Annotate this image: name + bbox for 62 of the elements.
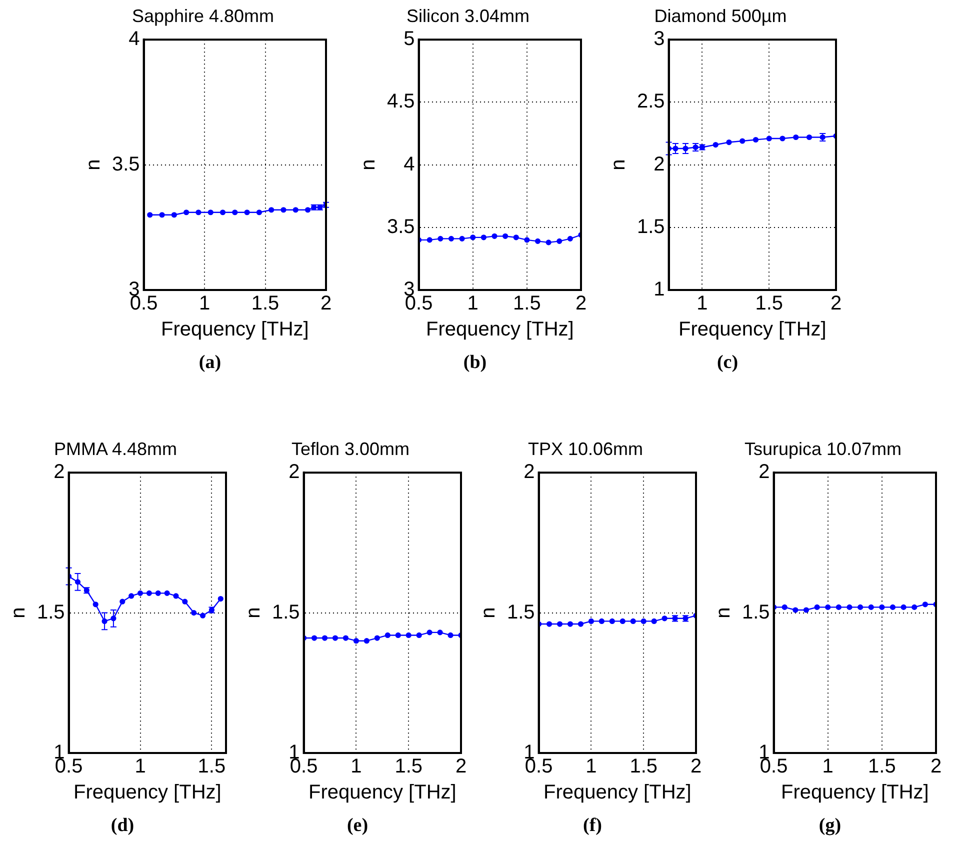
y-tick-label: 2 — [758, 461, 770, 484]
x-tick-label: 2 — [830, 292, 842, 315]
x-tick-label: 1 — [586, 756, 597, 778]
chart-title: Silicon 3.04mm — [406, 6, 530, 26]
x-axis-title: Frequency [THz] — [73, 782, 222, 804]
text: (g) — [818, 815, 842, 837]
y-tick-label: 2 — [54, 461, 65, 484]
x-tick-label: 2 — [455, 756, 467, 778]
x-tick-label: 1 — [467, 292, 478, 315]
x-tick-label: 1 — [696, 292, 708, 315]
y-tick-label: 1.5 — [506, 601, 535, 624]
chart-title: Tsurupica 10.07mm — [744, 438, 902, 459]
x-tick-label: 1 — [198, 292, 210, 315]
chart-title: Diamond 500µm — [654, 6, 787, 26]
x-tick-label: 1.5 — [198, 756, 226, 778]
y-axis-title: n — [608, 159, 630, 170]
chart-title: Sapphire 4.80mm — [132, 6, 274, 26]
y-tick-label: 4.5 — [386, 90, 415, 113]
x-tick-label: 2 — [575, 292, 587, 315]
y-tick-label: 1.5 — [36, 601, 65, 624]
x-tick-label: 2 — [320, 292, 332, 315]
y-tick-label: 2 — [288, 461, 300, 484]
text: (a) — [198, 352, 222, 374]
chart-title: TPX 10.06mm — [528, 438, 644, 459]
y-tick-label: 1.5 — [636, 216, 665, 238]
chart-title: PMMA 4.48mm — [54, 438, 178, 459]
x-axis-title: Frequency [THz] — [543, 782, 692, 804]
text: (e) — [346, 815, 370, 837]
text: (f) — [582, 815, 603, 837]
x-tick-label: 1.5 — [251, 292, 280, 315]
x-tick-label: 1 — [822, 756, 834, 778]
x-axis-title: Frequency [THz] — [678, 318, 826, 341]
y-tick-label: 2 — [524, 461, 535, 484]
y-tick-label: 2 — [654, 153, 665, 176]
y-axis-title: n — [8, 607, 30, 618]
chart-title: Teflon 3.00mm — [291, 438, 410, 459]
y-tick-label: 4 — [404, 153, 415, 176]
text: (c) — [716, 352, 740, 374]
y-tick-label: 1 — [654, 278, 665, 301]
y-tick-label: 1.5 — [272, 601, 300, 624]
y-axis-title: n — [478, 607, 500, 618]
x-axis-title: Frequency [THz] — [160, 318, 309, 341]
y-tick-label: 4 — [128, 28, 140, 50]
x-axis-title: Frequency [THz] — [308, 782, 456, 804]
y-tick-label: 3.5 — [112, 153, 140, 176]
y-tick-label: 2.5 — [636, 90, 665, 113]
y-tick-label: 1.5 — [742, 601, 770, 624]
y-axis-title: n — [358, 159, 380, 170]
x-axis-title: Frequency [THz] — [780, 782, 929, 804]
x-tick-label: 1 — [350, 756, 362, 778]
x-tick-label: 1.5 — [868, 756, 896, 778]
x-tick-label: 2 — [690, 756, 702, 778]
y-axis-title: n — [82, 159, 105, 170]
y-axis-title: n — [242, 607, 265, 618]
x-axis-title: Frequency [THz] — [426, 318, 574, 341]
text: (b) — [462, 352, 488, 374]
y-tick-label: 3 — [654, 28, 665, 50]
text: (d) — [110, 815, 136, 837]
y-axis-title: n — [712, 607, 735, 618]
x-tick-label: 2 — [930, 756, 942, 778]
y-tick-label: 5 — [404, 28, 415, 50]
y-tick-label: 3.5 — [386, 216, 415, 238]
